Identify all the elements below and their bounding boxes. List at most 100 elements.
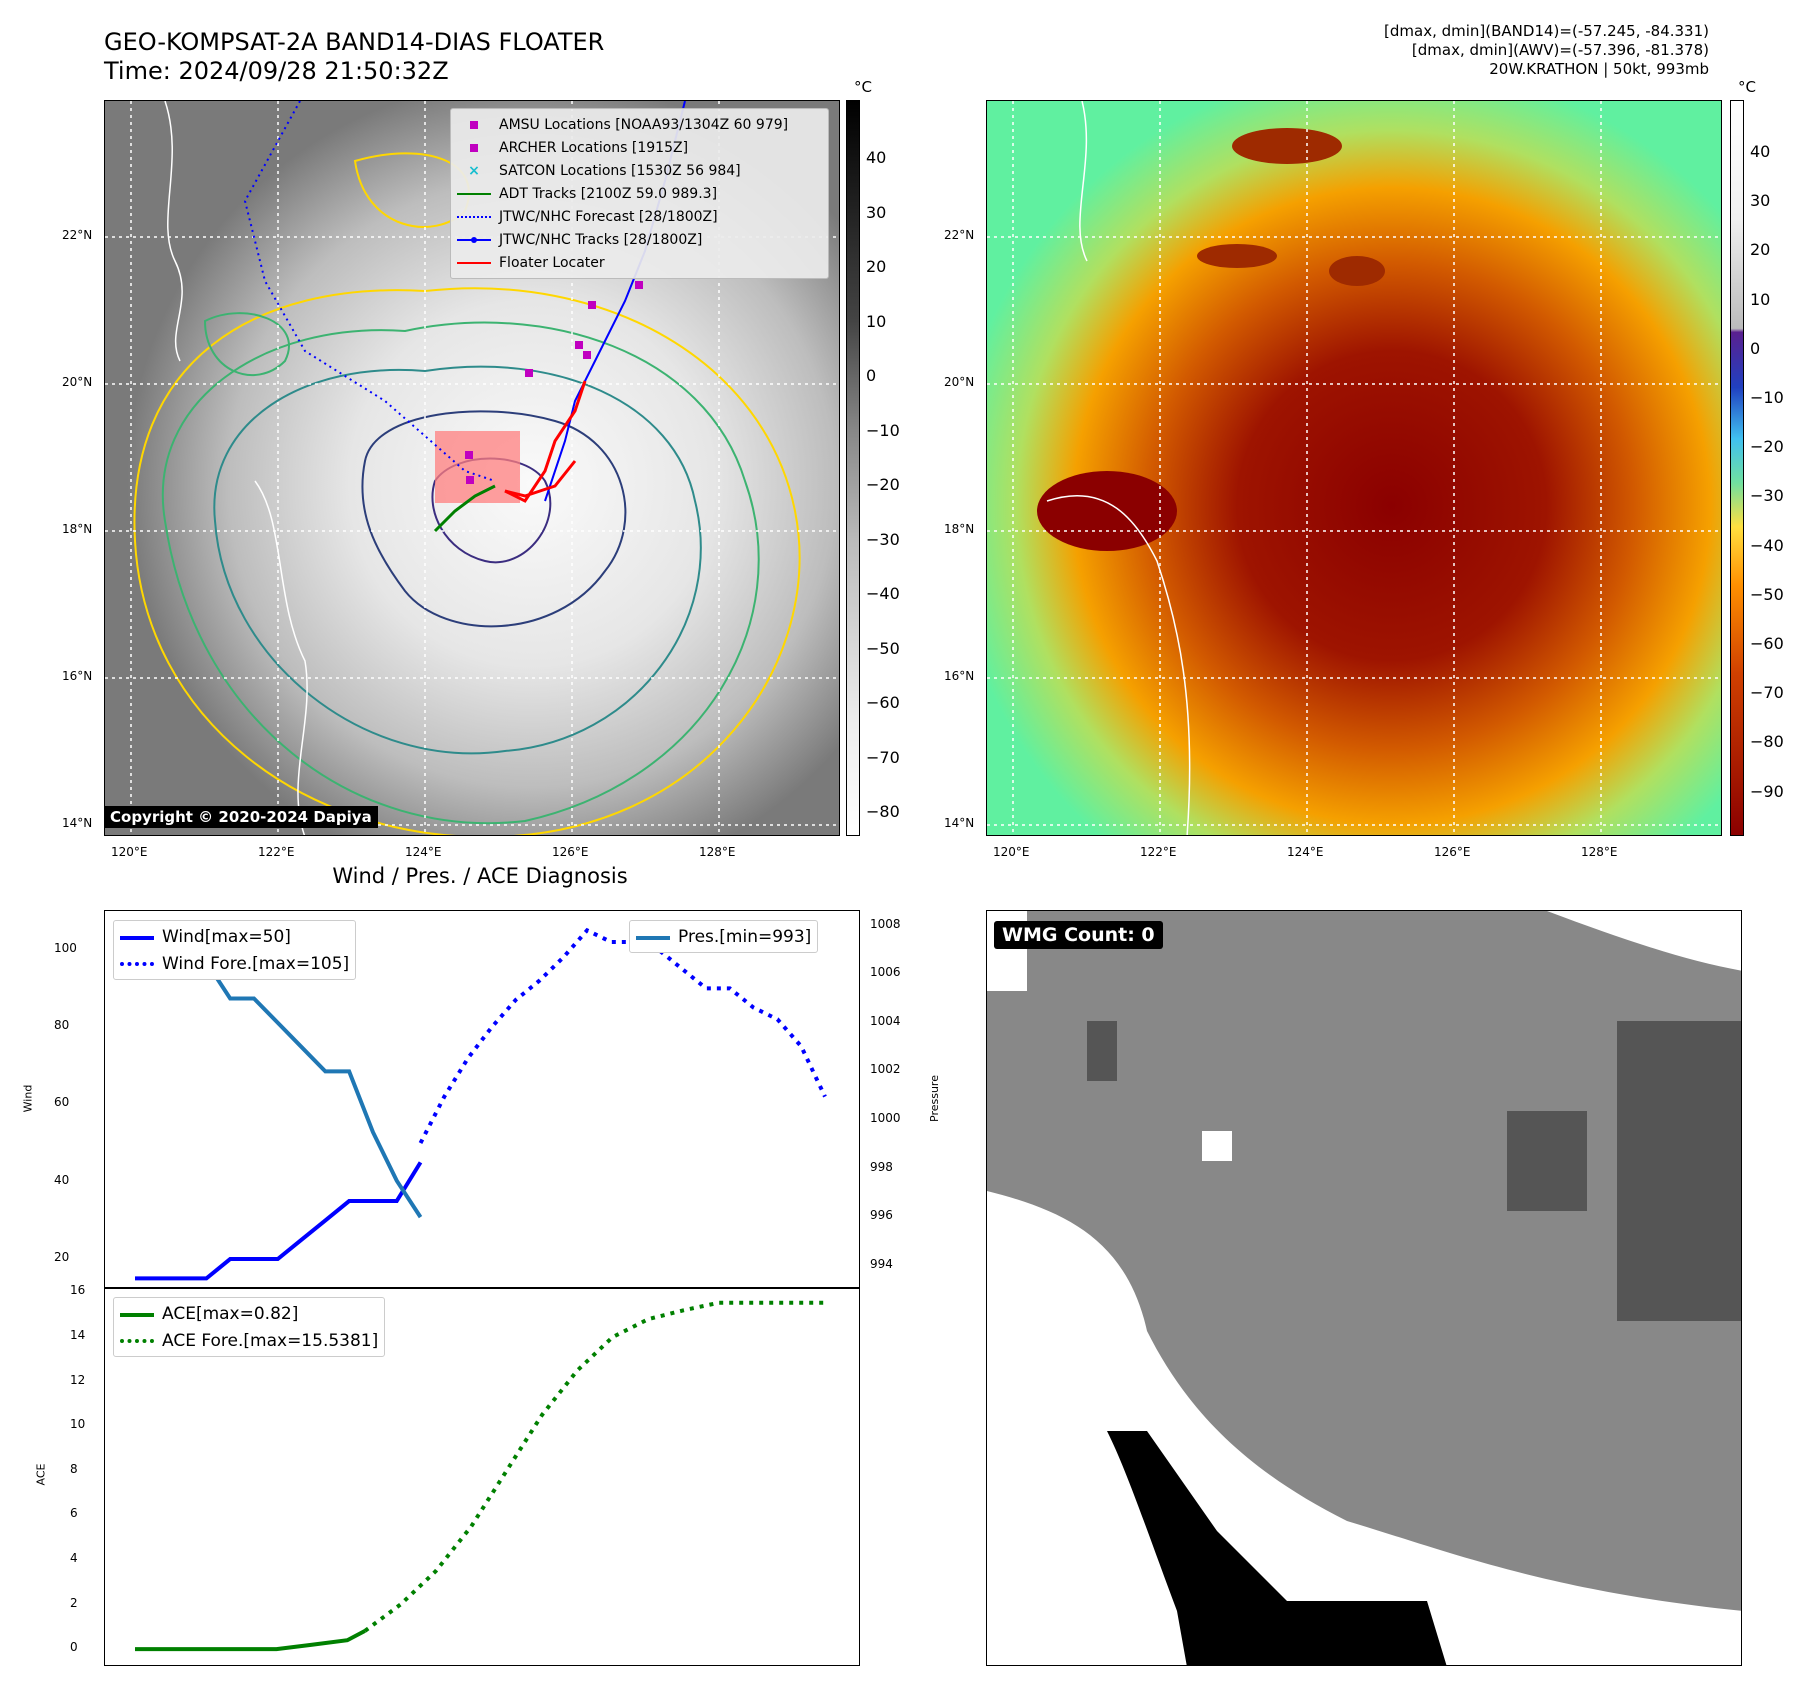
legend-item: Floater Locater xyxy=(457,251,822,274)
lat-label: 22°N xyxy=(944,228,975,242)
y2-tick: 998 xyxy=(870,1159,893,1174)
lon-label: 120°E xyxy=(111,845,148,859)
lat-label: 22°N xyxy=(62,228,93,242)
legend-item: AMSU Locations [NOAA93/1304Z 60 979] xyxy=(457,113,822,136)
wind-axis-label: Wind xyxy=(21,1084,35,1113)
lon-label: 126°E xyxy=(552,845,589,859)
copyright-label: Copyright © 2020-2024 Dapiya xyxy=(104,806,378,828)
series-line xyxy=(135,1161,423,1281)
map-legend: AMSU Locations [NOAA93/1304Z 60 979] ARC… xyxy=(450,108,829,279)
colorbar-tick: −90 xyxy=(1750,781,1784,801)
legend-item: Wind Fore.[max=105] xyxy=(120,950,349,977)
colorbar-tick: −60 xyxy=(866,693,900,712)
colorbar-tick: −80 xyxy=(866,802,900,821)
colorbar-tick: −60 xyxy=(1750,634,1784,653)
colorbar-tick: 0 xyxy=(866,366,877,385)
colorbar-tick: 40 xyxy=(866,148,887,167)
lat-label: 14°N xyxy=(944,816,975,830)
colorbar-tick: 10 xyxy=(1750,289,1771,309)
colorbar-tick: −30 xyxy=(866,529,900,549)
pressure-axis-label: Pressure xyxy=(927,1075,941,1122)
lon-label: 128°E xyxy=(1581,845,1618,859)
colorbar-unit: °C xyxy=(1738,78,1756,96)
y-tick: 2 xyxy=(70,1595,78,1610)
legend-item: ACE Fore.[max=15.5381] xyxy=(120,1327,378,1354)
colorbar-tick: −50 xyxy=(866,638,900,658)
y-tick: 60 xyxy=(54,1095,70,1110)
colorbar-tick: −20 xyxy=(866,475,900,494)
lon-label: 128°E xyxy=(699,845,736,859)
y-tick: 20 xyxy=(54,1250,70,1265)
y-tick: 14 xyxy=(70,1328,86,1343)
y2-tick: 1006 xyxy=(870,965,901,980)
ir-map-panel: AMSU Locations [NOAA93/1304Z 60 979] ARC… xyxy=(104,100,840,836)
storm-info: [dmax, dmin](BAND14)=(-57.245, -84.331) … xyxy=(1384,22,1709,78)
legend-item: × SATCON Locations [1530Z 56 984] xyxy=(468,162,741,179)
colorbar-unit: °C xyxy=(854,78,872,96)
colorbar-tick: 10 xyxy=(866,311,887,331)
colorbar-tick: 30 xyxy=(1750,191,1771,211)
y-tick: 8 xyxy=(70,1461,78,1476)
y2-tick: 1008 xyxy=(870,916,901,931)
y2-tick: 1004 xyxy=(870,1013,901,1028)
ace-legend: ACE[max=0.82] ACE Fore.[max=15.5381] xyxy=(113,1297,386,1357)
lat-label: 16°N xyxy=(944,669,975,683)
diagnosis-title: Wind / Pres. / ACE Diagnosis xyxy=(332,864,628,888)
wmg-count-label: WMG Count: 0 xyxy=(994,921,1163,949)
legend-item: ACE[max=0.82] xyxy=(120,1300,378,1327)
colorbar-tick: 0 xyxy=(1750,338,1761,358)
y-tick: 4 xyxy=(70,1550,78,1565)
wmg-panel xyxy=(986,910,1742,1666)
wind-legend: Wind[max=50] Wind Fore.[max=105] xyxy=(113,920,357,980)
lat-label: 18°N xyxy=(62,522,93,536)
y-tick: 40 xyxy=(54,1172,70,1187)
y-tick: 16 xyxy=(70,1283,86,1298)
y-tick: 6 xyxy=(70,1506,78,1521)
ace-plot xyxy=(135,1300,825,1652)
legend-item: Wind[max=50] xyxy=(120,923,349,950)
legend-item: JTWC/NHC Tracks [28/1800Z] xyxy=(457,228,822,251)
colorbar-tick: −10 xyxy=(1750,388,1784,407)
y2-tick: 996 xyxy=(870,1208,893,1223)
lon-label: 126°E xyxy=(1434,845,1471,859)
colorbar-tick: −40 xyxy=(1750,535,1784,555)
awv-map-image xyxy=(987,101,1721,835)
series-line xyxy=(135,1629,366,1652)
lon-label: 122°E xyxy=(1140,845,1177,859)
lat-label: 16°N xyxy=(62,669,93,683)
y-tick: 0 xyxy=(70,1640,78,1655)
y2-tick: 1002 xyxy=(870,1062,901,1077)
ace-chart xyxy=(104,1287,860,1666)
colorbar-tick: −40 xyxy=(866,584,900,603)
awv-map-panel xyxy=(986,100,1722,836)
lat-label: 18°N xyxy=(944,522,975,536)
colorbar-tick: −80 xyxy=(1750,732,1784,752)
y-tick: 10 xyxy=(70,1417,86,1432)
y-tick: 100 xyxy=(54,940,77,955)
colorbar-tick: −70 xyxy=(1750,683,1784,703)
grayscale-colorbar xyxy=(846,100,860,836)
y2-tick: 994 xyxy=(870,1256,893,1271)
colorbar-tick: −50 xyxy=(1750,584,1784,604)
colorbar-tick: −30 xyxy=(1750,486,1784,506)
colorbar-tick: −70 xyxy=(866,747,900,767)
legend-item: ADT Tracks [2100Z 59.0 989.3] xyxy=(457,182,822,205)
y-tick: 80 xyxy=(54,1018,70,1033)
y-tick: 12 xyxy=(70,1372,86,1387)
colorbar-tick: −20 xyxy=(1750,437,1784,457)
series-line xyxy=(418,927,827,1144)
legend-item: ARCHER Locations [1915Z] xyxy=(457,136,822,159)
lon-label: 120°E xyxy=(993,845,1030,859)
colorbar-tick: 30 xyxy=(866,202,887,222)
series-line xyxy=(363,1300,825,1633)
lon-label: 124°E xyxy=(1287,845,1324,859)
wmg-image xyxy=(987,911,1741,1665)
colorbar-tick: 40 xyxy=(1750,142,1771,161)
lat-label: 14°N xyxy=(62,816,93,830)
lat-label: 20°N xyxy=(944,375,975,389)
figure-title: GEO-KOMPSAT-2A BAND14-DIAS FLOATER Time:… xyxy=(104,28,605,85)
pressure-legend: Pres.[min=993] xyxy=(629,920,819,953)
y2-tick: 1000 xyxy=(870,1110,901,1125)
colorbar-tick: 20 xyxy=(866,257,887,276)
awv-colorbar xyxy=(1730,100,1744,836)
